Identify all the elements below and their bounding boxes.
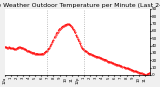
Title: Milwaukee Weather Outdoor Temperature per Minute (Last 24 Hours): Milwaukee Weather Outdoor Temperature pe… xyxy=(0,3,160,8)
